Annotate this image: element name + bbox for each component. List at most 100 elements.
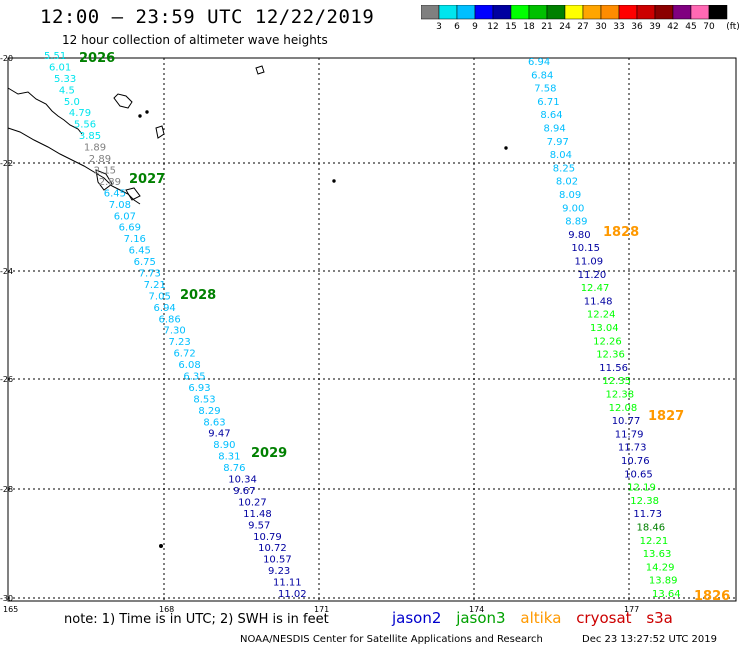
- swh-value: 13.89: [649, 576, 678, 587]
- swh-value: 6.93: [188, 383, 210, 394]
- legend-jason3: jason3: [456, 609, 506, 627]
- swh-value: 6.72: [173, 349, 195, 360]
- swh-value: 7.21: [144, 280, 166, 291]
- swh-value: 6.01: [49, 62, 71, 73]
- legend-cryosat: cryosat: [576, 609, 632, 627]
- generated-timestamp: Dec 23 13:27:52 UTC 2019: [582, 634, 717, 645]
- colorbar-label: 3: [436, 22, 442, 32]
- lon-tick-label: 171: [314, 605, 329, 614]
- swh-value: 11.48: [584, 296, 613, 307]
- swh-value: 7.97: [547, 137, 569, 148]
- colorbar-label: 24: [559, 22, 571, 32]
- swh-value: 12.21: [640, 536, 669, 547]
- swh-value: 12.26: [593, 336, 622, 347]
- swh-value: 8.90: [213, 440, 235, 451]
- coastline: [7, 65, 508, 548]
- lon-tick-label: 177: [624, 605, 639, 614]
- swh-value: 11.56: [599, 363, 628, 374]
- swh-value: 8.04: [550, 150, 572, 161]
- colorbar-label: 33: [613, 22, 625, 32]
- swh-value: 10.79: [253, 532, 282, 543]
- swh-value: 10.27: [238, 497, 267, 508]
- pass-number-label: 2028: [180, 288, 216, 303]
- pass-number-label: 2026: [79, 51, 115, 66]
- swh-value: 7.23: [168, 337, 190, 348]
- swh-value: 4.5: [59, 85, 75, 96]
- swh-value: 5.0: [64, 97, 80, 108]
- swh-value: 8.02: [556, 177, 578, 188]
- swh-value: 8.89: [565, 217, 587, 228]
- swh-value: 10.72: [258, 543, 287, 554]
- swh-value: 10.15: [571, 243, 600, 254]
- swh-value: 11.20: [578, 270, 607, 281]
- swh-value: 6.94: [528, 57, 550, 68]
- swh-value: 6.84: [531, 70, 553, 81]
- swh-value: 10.57: [263, 555, 292, 566]
- credit-line: NOAA/NESDIS Center for Satellite Applica…: [240, 634, 543, 645]
- swh-value: 9.47: [208, 429, 230, 440]
- swh-value: 7.30: [163, 326, 185, 337]
- swh-value: 8.53: [193, 394, 215, 405]
- colorbar-label: 18: [523, 22, 535, 32]
- swh-value: 2.15: [94, 165, 116, 176]
- lat-tick-label: -22: [0, 159, 13, 168]
- colorbar-label: 27: [577, 22, 589, 32]
- legend-jason2: jason2: [392, 609, 442, 627]
- swh-value: 2.89: [89, 154, 111, 165]
- swh-value: 12.38: [606, 390, 635, 401]
- legend-s3a: s3a: [646, 609, 673, 627]
- axis-ticks: 165 168 171 174 177 -20 -22 -24 -26 -28 -30: [0, 54, 639, 614]
- swh-value: 8.63: [203, 417, 225, 428]
- swh-value: 12.36: [596, 350, 625, 361]
- lat-tick-label: -30: [0, 594, 13, 603]
- swh-value: 6.71: [537, 97, 559, 108]
- swh-value: 11.79: [615, 429, 644, 440]
- swh-value: 4.79: [69, 108, 91, 119]
- swh-value: 5.33: [54, 74, 76, 85]
- swh-value: 8.31: [218, 452, 240, 463]
- colorbar-label: 6: [454, 22, 460, 32]
- swh-value: 6.69: [119, 223, 141, 234]
- colorbar-label: 12: [487, 22, 499, 32]
- swh-value: 18.46: [637, 523, 666, 534]
- swh-value: 12.47: [581, 283, 610, 294]
- swh-value: 6.08: [178, 360, 200, 371]
- swh-value: 6.45: [129, 246, 151, 257]
- swh-value: 6.07: [114, 211, 136, 222]
- map-grid: [8, 58, 736, 601]
- swh-value: 9.00: [562, 203, 584, 214]
- swh-value: 7.58: [534, 84, 556, 95]
- colorbar-label: 21: [541, 22, 553, 32]
- map-frame: [7, 57, 737, 602]
- colorbar-label: 15: [505, 22, 517, 32]
- colorbar-swatch: [708, 5, 728, 20]
- pass-number-label: 1828: [603, 225, 639, 240]
- swh-value: 11.73: [618, 443, 647, 454]
- swh-value: 6.75: [134, 257, 156, 268]
- colorbar-label: 39: [649, 22, 661, 32]
- swh-value: 11.73: [633, 509, 662, 520]
- pass-number-label: 1827: [648, 409, 684, 424]
- swh-value: 3.85: [79, 131, 101, 142]
- swh-value: 8.29: [198, 406, 220, 417]
- swh-value: 8.94: [544, 124, 566, 135]
- swh-value: 2.89: [99, 177, 121, 188]
- track-west: 5.516.015.334.55.04.795.563.851.892.892.…: [44, 51, 307, 600]
- pass-number-label: 1826: [694, 589, 730, 604]
- colorbar: [421, 5, 728, 20]
- colorbar-label: 70: [703, 22, 715, 32]
- pass-number-label: 2027: [129, 172, 165, 187]
- pass-number-label: 2029: [251, 446, 287, 461]
- swh-value: 12.24: [587, 310, 616, 321]
- swh-value: 12.19: [627, 483, 656, 494]
- swh-value: 8.76: [223, 463, 245, 474]
- swh-value: 7.16: [124, 234, 146, 245]
- satellite-legend: jason2 jason3 altika cryosat s3a: [392, 609, 683, 627]
- swh-value: 10.65: [624, 469, 653, 480]
- swh-value: 9.23: [268, 566, 290, 577]
- swh-value: 9.57: [248, 520, 270, 531]
- swh-value: 8.25: [553, 163, 575, 174]
- lon-tick-label: 174: [469, 605, 484, 614]
- swh-value: 5.56: [74, 120, 96, 131]
